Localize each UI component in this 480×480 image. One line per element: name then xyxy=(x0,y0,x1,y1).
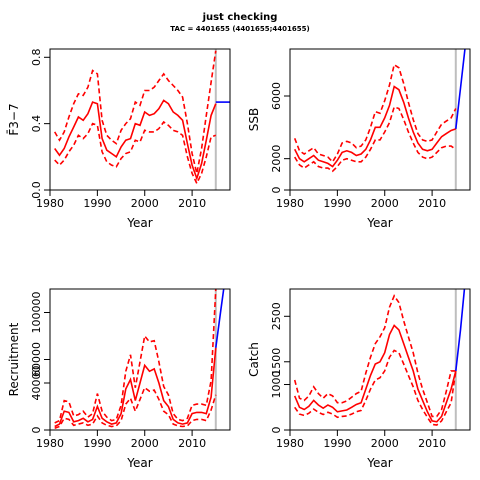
y-axis-label: F̄3−7 xyxy=(7,103,21,135)
y-tick-label: 0 xyxy=(30,427,43,434)
series-line-lower xyxy=(54,120,217,186)
y-tick-label: 2000 xyxy=(270,145,283,173)
series-line-upper xyxy=(293,63,457,164)
chart-panel-2: 1980 1990 2000 2010 0 2000 6000 Year SSB xyxy=(247,48,471,230)
x-tick-label: 1980 xyxy=(276,197,304,210)
x-axis-label: Year xyxy=(126,216,152,230)
x-tick-label: 2010 xyxy=(178,437,206,450)
x-tick-label: 2000 xyxy=(371,197,399,210)
x-axis-label: Year xyxy=(126,456,152,470)
x-tick-label: 1990 xyxy=(83,437,111,450)
x-axis-label: Year xyxy=(366,456,392,470)
series-line-lower xyxy=(294,105,457,173)
y-tick-label: 100000 xyxy=(30,292,43,334)
x-tick-label: 1990 xyxy=(83,197,111,210)
series-line-upper xyxy=(54,289,217,424)
plot-area xyxy=(293,289,466,426)
plot-frame xyxy=(49,48,231,191)
plot-frame xyxy=(49,288,231,431)
series-line-projection xyxy=(455,289,466,371)
x-tick-label: 1980 xyxy=(276,437,304,450)
series-line-upper xyxy=(54,50,217,174)
x-tick-label: 2010 xyxy=(178,197,206,210)
series-line-lower xyxy=(294,349,457,426)
y-tick-label: 40000 xyxy=(30,366,43,401)
y-axis-label: Catch xyxy=(247,342,261,377)
plot-frame xyxy=(289,48,471,191)
plot-area xyxy=(54,289,225,429)
y-tick-label: 60000 xyxy=(30,342,43,377)
x-tick-label: 1990 xyxy=(323,197,351,210)
y-tick-label: 0.4 xyxy=(30,115,43,133)
plot-area xyxy=(293,49,466,173)
series-line-estimate xyxy=(54,99,217,181)
y-tick-label: 6000 xyxy=(270,82,283,110)
x-tick-label: 2010 xyxy=(418,437,446,450)
y-tick-label: 0.8 xyxy=(30,49,43,66)
x-tick-label: 2000 xyxy=(131,197,159,210)
y-axis-label: Recruitment xyxy=(7,322,21,396)
y-tick-label: 0 xyxy=(270,427,283,434)
x-tick-label: 1980 xyxy=(36,197,64,210)
x-tick-label: 1990 xyxy=(323,437,351,450)
y-tick-label: 0.0 xyxy=(30,181,43,199)
plot-frame xyxy=(289,288,471,431)
y-tick-label: 1500 xyxy=(270,348,283,376)
x-tick-label: 2000 xyxy=(371,437,399,450)
plot-area xyxy=(54,50,230,186)
series-line-estimate xyxy=(293,324,457,423)
chart-panel-1: 1980 1990 2000 2010 0.0 0.4 0.8 Year F̄3−7 xyxy=(7,48,231,230)
series-line-estimate xyxy=(54,347,217,428)
figure-subtitle: TAC = 4401655 (4401655;4401655) xyxy=(170,25,309,33)
y-axis-label: SSB xyxy=(247,108,261,131)
y-tick-label: 1000 xyxy=(270,371,283,399)
series-line-estimate xyxy=(293,85,457,168)
series-line-lower xyxy=(54,386,217,429)
y-tick-label: 0 xyxy=(270,187,283,194)
series-line-projection xyxy=(455,49,466,129)
x-tick-label: 2000 xyxy=(131,437,159,450)
y-tick-label: 2500 xyxy=(270,302,283,330)
figure-title: just checking xyxy=(202,12,278,23)
x-tick-label: 1980 xyxy=(36,437,64,450)
series-line-upper xyxy=(293,294,456,418)
x-tick-label: 2010 xyxy=(418,197,446,210)
x-axis-label: Year xyxy=(366,216,392,230)
series-line-projection xyxy=(215,289,225,348)
